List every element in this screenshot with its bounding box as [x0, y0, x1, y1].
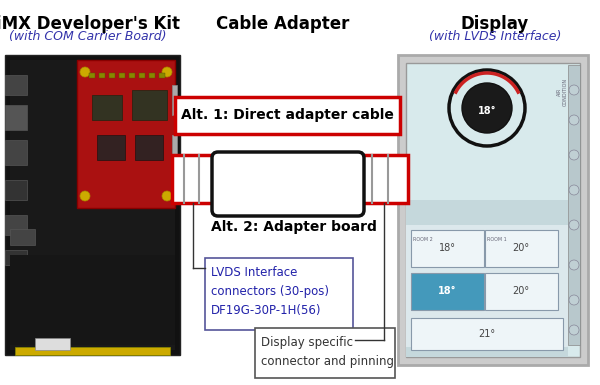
Text: 20°: 20° — [512, 243, 530, 253]
Bar — [568, 65, 580, 345]
Bar — [255, 328, 395, 378]
Circle shape — [162, 191, 172, 201]
Circle shape — [162, 67, 172, 77]
Circle shape — [569, 325, 579, 335]
Circle shape — [462, 83, 512, 133]
Circle shape — [569, 220, 579, 230]
Bar — [89, 73, 95, 78]
Text: 18°: 18° — [439, 243, 455, 253]
Bar — [92, 95, 122, 120]
Bar — [411, 230, 484, 267]
Bar — [406, 63, 580, 357]
Bar — [485, 273, 558, 310]
Bar — [406, 225, 568, 347]
Bar — [411, 273, 484, 310]
Bar — [77, 60, 175, 208]
Text: 21°: 21° — [478, 329, 496, 339]
Text: (with COM Carrier Board): (with COM Carrier Board) — [9, 30, 167, 43]
Bar — [109, 73, 115, 78]
Bar — [5, 140, 27, 165]
Bar — [139, 73, 145, 78]
Bar — [205, 258, 353, 330]
Text: (with LVDS Interface): (with LVDS Interface) — [429, 30, 561, 43]
Text: Display specific
connector and pinning: Display specific connector and pinning — [261, 336, 394, 368]
Text: ROOM 2: ROOM 2 — [413, 237, 433, 242]
Bar — [360, 155, 408, 203]
Bar — [485, 230, 558, 267]
Text: 18°: 18° — [478, 106, 496, 116]
Text: ROOM 1: ROOM 1 — [487, 237, 507, 242]
Bar — [172, 135, 177, 165]
Circle shape — [569, 115, 579, 125]
Text: Display: Display — [461, 15, 529, 33]
Bar — [172, 155, 224, 203]
Bar — [5, 55, 180, 355]
Bar — [135, 135, 163, 160]
Circle shape — [569, 85, 579, 95]
Bar — [5, 215, 27, 235]
Circle shape — [80, 67, 90, 77]
Text: Alt. 1: Direct adapter cable: Alt. 1: Direct adapter cable — [181, 109, 394, 122]
Text: 20°: 20° — [512, 286, 530, 296]
Bar — [119, 73, 125, 78]
Circle shape — [569, 295, 579, 305]
Bar — [406, 200, 568, 357]
Bar — [132, 90, 167, 120]
Bar — [97, 135, 125, 160]
Text: iMX Developer's Kit: iMX Developer's Kit — [0, 15, 180, 33]
Circle shape — [569, 185, 579, 195]
FancyBboxPatch shape — [212, 152, 364, 216]
Bar — [10, 229, 35, 245]
Bar — [159, 73, 165, 78]
Bar — [5, 180, 27, 200]
Text: Cable Adapter: Cable Adapter — [217, 15, 350, 33]
Bar — [5, 250, 27, 265]
Bar — [15, 347, 170, 355]
Circle shape — [569, 150, 579, 160]
Circle shape — [80, 191, 90, 201]
Bar — [35, 338, 70, 350]
Text: AIR
CONDITION: AIR CONDITION — [557, 78, 568, 106]
Bar — [10, 255, 175, 345]
Bar — [172, 85, 177, 115]
Bar — [5, 105, 27, 130]
Text: Alt. 2: Adapter board: Alt. 2: Adapter board — [211, 220, 377, 234]
Bar — [5, 75, 27, 95]
Bar — [149, 73, 155, 78]
Text: LVDS Interface
connectors (30-pos)
DF19G-30P-1H(56): LVDS Interface connectors (30-pos) DF19G… — [211, 266, 329, 317]
Bar — [175, 97, 400, 134]
Bar — [10, 60, 175, 350]
Circle shape — [569, 260, 579, 270]
Bar — [129, 73, 135, 78]
Text: 18°: 18° — [438, 286, 456, 296]
Bar — [398, 55, 588, 365]
Bar — [99, 73, 105, 78]
Bar — [411, 318, 563, 350]
